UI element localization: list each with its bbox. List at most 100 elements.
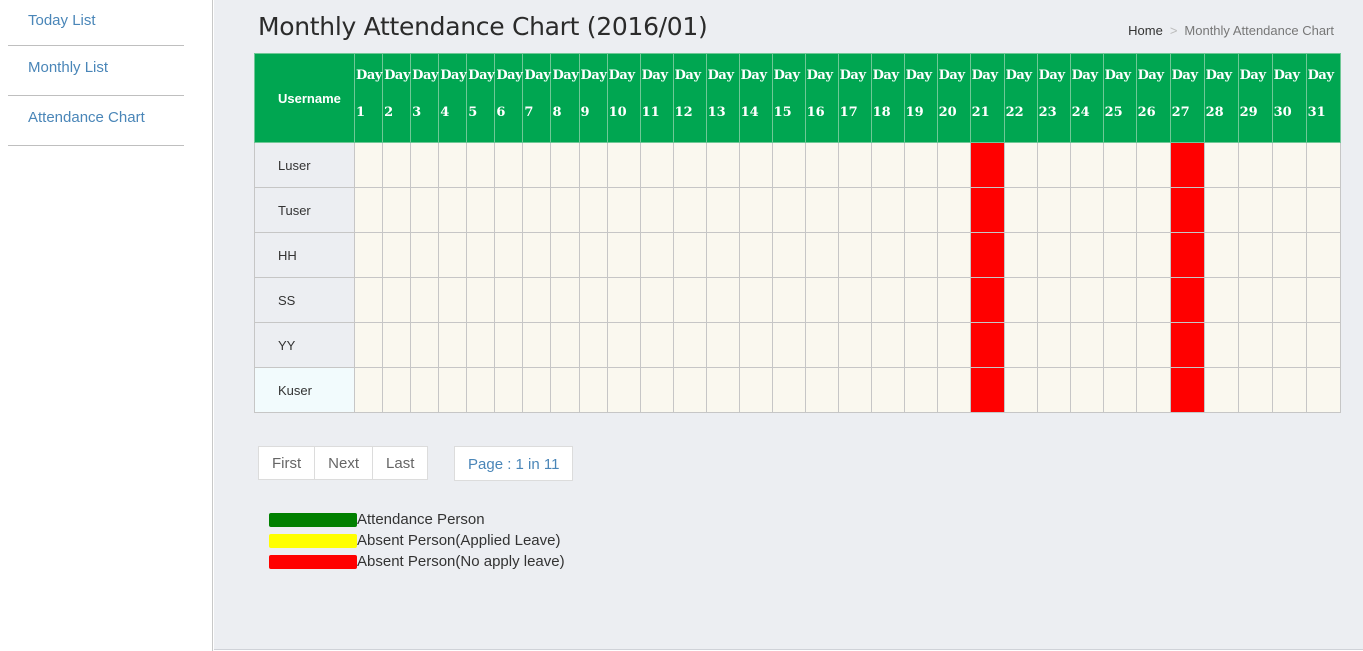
day-cell [494, 367, 524, 413]
day-number: 25 [1104, 105, 1123, 120]
day-cell [738, 232, 773, 278]
day-column-header: Day 24 [1069, 53, 1104, 143]
day-cell [771, 232, 806, 278]
day-cell [837, 367, 872, 413]
day-cell [672, 232, 707, 278]
day-label: Day [1307, 68, 1334, 83]
legend-item: Absent Person(Applied Leave) [269, 530, 565, 551]
day-cell [804, 142, 839, 188]
day-column-header: Day 27 [1169, 53, 1205, 143]
day-cell [494, 277, 524, 323]
day-column-header: Day 31 [1305, 53, 1341, 143]
day-cell [1271, 232, 1307, 278]
day-cell [1305, 322, 1341, 368]
sidebar-item-attendance-chart[interactable]: Attendance Chart [8, 96, 184, 146]
day-cell [606, 367, 641, 413]
day-number: 18 [872, 105, 891, 120]
day-cell [1003, 142, 1038, 188]
day-cell [672, 142, 707, 188]
day-cell [466, 187, 496, 233]
day-number: 16 [806, 105, 825, 120]
day-cell [410, 187, 440, 233]
day-cell [705, 142, 740, 188]
day-cell [1036, 367, 1071, 413]
day-cell [550, 277, 580, 323]
sidebar-item-today-list[interactable]: Today List [8, 0, 184, 46]
legend-label: Absent Person(No apply leave) [357, 553, 565, 570]
day-number: 4 [440, 105, 450, 120]
day-number: 5 [468, 105, 478, 120]
day-cell [936, 232, 971, 278]
username-cell: HH [254, 232, 355, 278]
day-cell [382, 367, 412, 413]
day-cell [1102, 277, 1137, 323]
day-label: Day [1171, 68, 1198, 83]
day-label: Day [740, 68, 767, 83]
day-column-header: Day 5 [466, 53, 496, 143]
day-cell [1203, 322, 1239, 368]
day-cell [771, 277, 806, 323]
day-number: 29 [1239, 105, 1258, 120]
day-cell [837, 187, 872, 233]
day-cell [382, 232, 412, 278]
day-cell [522, 187, 552, 233]
day-cell [438, 277, 468, 323]
day-cell-absent-no-leave [1169, 322, 1205, 368]
day-number: 19 [905, 105, 924, 120]
day-cell [410, 277, 440, 323]
day-cell [1271, 277, 1307, 323]
day-column-header: Day 29 [1237, 53, 1273, 143]
day-label: Day [839, 68, 866, 83]
day-cell [1036, 187, 1071, 233]
day-cell-absent-no-leave [969, 322, 1005, 368]
day-cell [870, 232, 905, 278]
day-label: Day [1137, 68, 1164, 83]
legend-swatch [269, 554, 357, 569]
day-cell [494, 322, 524, 368]
day-column-header: Day 18 [870, 53, 905, 143]
sidebar-item-monthly-list[interactable]: Monthly List [8, 46, 184, 96]
day-cell [1203, 142, 1239, 188]
last-page-button[interactable]: Last [373, 446, 429, 480]
day-cell-absent-no-leave [969, 367, 1005, 413]
day-number: 1 [356, 105, 366, 120]
next-page-button[interactable]: Next [315, 446, 374, 480]
sidebar: Today List Monthly List Attendance Chart [0, 0, 213, 651]
username-cell: YY [254, 322, 355, 368]
day-cell [578, 367, 608, 413]
day-number: 3 [412, 105, 422, 120]
day-label: Day [938, 68, 965, 83]
day-cell [639, 367, 674, 413]
day-number: 9 [580, 105, 590, 120]
day-number: 2 [384, 105, 394, 120]
day-cell [1203, 232, 1239, 278]
day-cell [771, 142, 806, 188]
day-number: 7 [524, 105, 534, 120]
day-column-header: Day 28 [1203, 53, 1239, 143]
day-cell [1036, 232, 1071, 278]
breadcrumb-home-link[interactable]: Home [1128, 23, 1163, 38]
day-number: 6 [496, 105, 506, 120]
day-cell [1237, 232, 1273, 278]
day-cell [870, 367, 905, 413]
legend-label: Attendance Person [357, 511, 485, 528]
day-cell [804, 322, 839, 368]
day-cell [936, 187, 971, 233]
legend-swatch [269, 512, 357, 527]
day-column-header: Day 6 [494, 53, 524, 143]
day-cell [705, 322, 740, 368]
day-number: 27 [1171, 105, 1190, 120]
first-page-button[interactable]: First [258, 446, 316, 480]
day-cell [1271, 187, 1307, 233]
day-cell [466, 142, 496, 188]
day-cell [1102, 367, 1137, 413]
day-cell [410, 232, 440, 278]
legend-swatch [269, 533, 357, 548]
day-cell-absent-no-leave [1169, 277, 1205, 323]
day-cell [466, 232, 496, 278]
day-cell [837, 142, 872, 188]
day-column-header: Day 25 [1102, 53, 1137, 143]
day-cell [1102, 322, 1137, 368]
legend: Attendance Person Absent Person(Applied L… [269, 509, 565, 572]
table-row: Tuser [254, 187, 1341, 233]
